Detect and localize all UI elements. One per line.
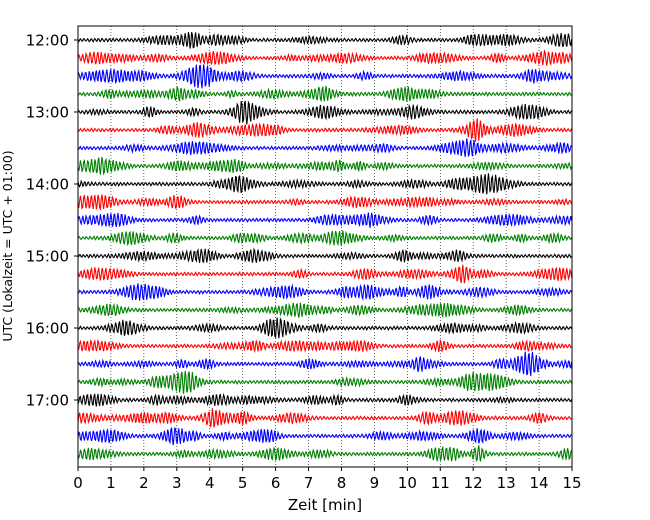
x-tick-label: 14	[530, 474, 549, 492]
x-tick-label: 5	[238, 474, 248, 492]
y-tick-label: 17:00	[26, 392, 69, 410]
seismogram-trace	[77, 351, 573, 377]
seismogram-trace	[77, 338, 572, 354]
x-tick-label: 0	[73, 474, 83, 492]
seismogram-trace	[77, 283, 573, 301]
x-tick-label: 6	[271, 474, 281, 492]
x-tick-label: 2	[139, 474, 149, 492]
y-tick-label: 12:00	[26, 32, 69, 50]
x-axis-label: Zeit [min]	[288, 496, 362, 514]
plot-frame	[77, 25, 573, 468]
seismogram-trace	[77, 427, 572, 446]
seismogram-trace	[77, 173, 573, 195]
x-axis-ticks: 0 1 2 3 4 5 6 7 8 9 10 11 12 13 14 15	[73, 467, 582, 492]
seismogram-trace	[77, 264, 573, 284]
seismogram-traces	[77, 31, 573, 463]
y-tick-label: 16:00	[26, 320, 69, 338]
seismogram-trace	[77, 156, 573, 176]
seismogram-trace	[77, 118, 573, 142]
x-tick-label: 10	[398, 474, 417, 492]
x-tick-label: 15	[562, 474, 581, 492]
seismogram-trace	[77, 86, 572, 103]
x-tick-label: 3	[172, 474, 182, 492]
seismogram-trace	[77, 194, 573, 211]
seismogram-trace	[77, 31, 573, 49]
seismogram-trace	[77, 370, 573, 394]
x-tick-label: 9	[370, 474, 380, 492]
seismogram-trace	[77, 247, 573, 264]
seismogram-trace	[77, 49, 573, 67]
y-axis-ticks: 12:00 13:00 14:00 15:00 16:00 17:00	[26, 32, 78, 410]
seismogram-trace	[77, 317, 573, 339]
y-tick-label: 15:00	[26, 248, 69, 266]
y-tick-label: 13:00	[26, 104, 69, 122]
seismogram-trace	[77, 212, 573, 228]
x-tick-label: 4	[205, 474, 215, 492]
y-tick-label: 14:00	[26, 176, 69, 194]
seismogram-trace	[77, 302, 573, 319]
y-axis-label: UTC (Lokalzeit = UTC + 01:00)	[0, 150, 15, 341]
x-tick-label: 1	[106, 474, 116, 492]
seismogram-trace	[77, 230, 573, 247]
seismogram-trace	[77, 392, 573, 407]
seismogram-trace	[77, 138, 573, 158]
x-tick-label: 12	[464, 474, 483, 492]
x-tick-label: 13	[497, 474, 516, 492]
x-tick-label: 8	[337, 474, 347, 492]
seismogram-trace	[77, 445, 573, 463]
x-tick-label: 7	[304, 474, 314, 492]
seismogram-trace	[77, 408, 572, 428]
x-tick-label: 11	[431, 474, 450, 492]
seismogram-trace	[77, 100, 573, 125]
seismogram-trace	[77, 64, 573, 89]
